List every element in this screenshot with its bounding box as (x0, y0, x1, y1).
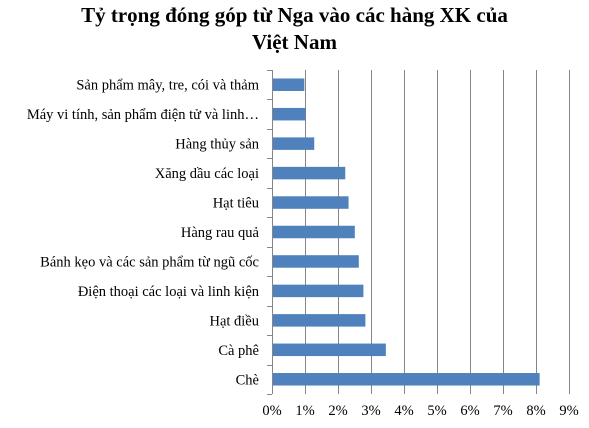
bar (272, 284, 364, 298)
x-tick-label: 3% (361, 403, 380, 419)
category-labels: Sản phẩm mây, tre, cói và thảm Máy vi tín… (27, 78, 260, 389)
category-label: Hạt điều (209, 313, 259, 329)
bars (272, 78, 540, 386)
category-label: Sản phẩm mây, tre, cói và thảm (76, 78, 259, 94)
bar (272, 314, 366, 327)
x-tick-label: 6% (460, 403, 479, 419)
bar (272, 78, 305, 91)
category-label: Điện thoại các loại và linh kiện (78, 284, 260, 300)
x-tick-label: 5% (427, 403, 446, 419)
bar (272, 166, 346, 180)
x-tick-labels: 0% 1% 2% 3% 4% 5% 6% 7% 8% 9% (262, 403, 578, 419)
category-label: Cà phê (218, 343, 259, 359)
bar (272, 225, 355, 239)
bar (272, 343, 386, 357)
x-tick-label: 7% (493, 403, 512, 419)
bar (272, 196, 349, 209)
x-tick-label: 9% (559, 403, 578, 419)
category-label: Hạt tiêu (213, 196, 259, 212)
x-tick-label: 8% (526, 403, 545, 419)
chart-title: Tỷ trọng đóng góp từ Nga vào các hàng XK… (0, 2, 589, 56)
category-label: Xăng dầu các loại (155, 166, 259, 182)
category-label: Máy vi tính, sản phẩm điện tử và linh… (27, 107, 259, 123)
category-label: Hàng rau quả (181, 225, 260, 241)
gridlines (305, 70, 570, 394)
bar (272, 107, 306, 121)
x-tick-label: 0% (262, 403, 281, 419)
category-label: Bánh kẹo và các sản phẩm từ ngũ cốc (40, 254, 259, 270)
chart-title-line-2: Việt Nam (252, 30, 337, 54)
bar (272, 255, 359, 268)
chart-title-line-1: Tỷ trọng đóng góp từ Nga vào các hàng XK… (81, 3, 508, 27)
category-label: Hàng thủy sản (175, 137, 260, 153)
bar (272, 373, 540, 386)
x-tick-label: 1% (295, 403, 314, 419)
category-label: Chè (236, 372, 259, 388)
axes (267, 70, 273, 395)
x-tick-label: 4% (394, 403, 413, 419)
bar (272, 137, 315, 150)
x-tick-label: 2% (328, 403, 347, 419)
